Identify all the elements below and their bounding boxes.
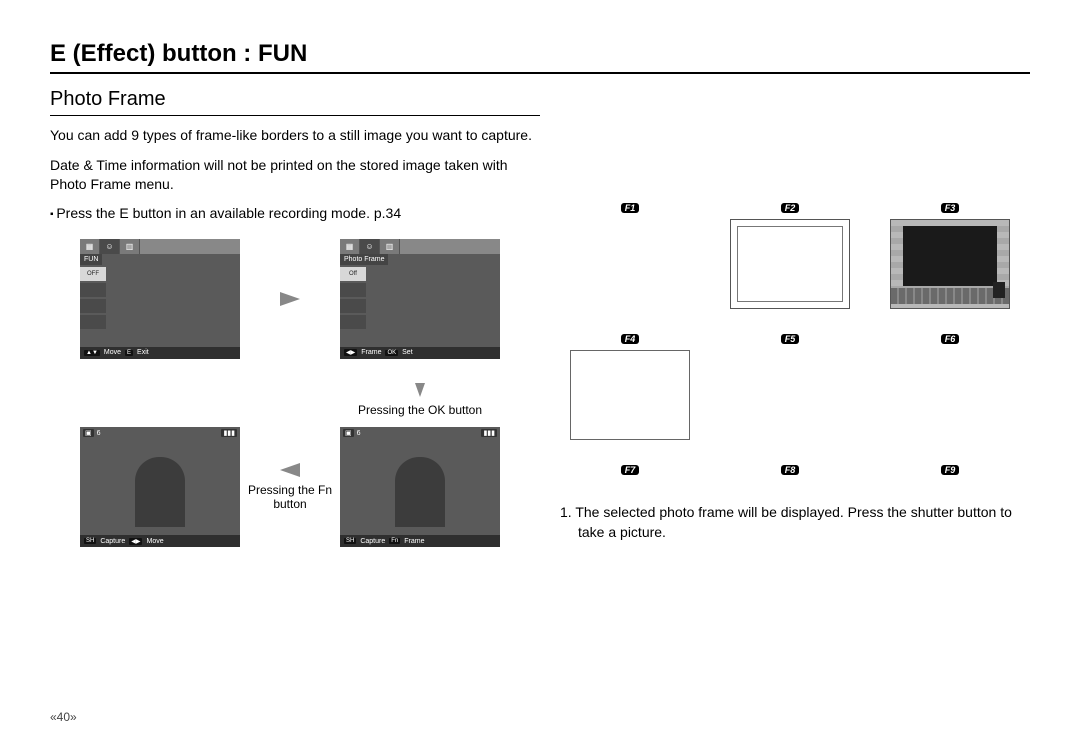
key-hint: ◀▶ [344, 349, 357, 356]
menu-label: Photo Frame [340, 254, 388, 265]
status-bar: ▣ 6 ▮▮▮ [83, 429, 237, 437]
key-label: Frame [361, 349, 381, 356]
lcd-screen-photoframe-menu: ▦ ☺ ▥ Photo Frame Off ◀▶ Frame OK Set [340, 239, 500, 359]
instruction-bullet: Press the E button in an available recor… [50, 205, 540, 221]
key-hint: E [125, 350, 133, 356]
bottom-bar: ◀▶ Frame OK Set [340, 347, 500, 359]
battery-icon: ▮▮▮ [481, 429, 497, 437]
key-label: Move [146, 538, 163, 545]
arrow-down-icon [415, 383, 425, 397]
arrow-down-cell: Pressing the OK button [340, 369, 500, 417]
key-label: Move [104, 349, 121, 356]
frame-note: 1. The selected photo frame will be disp… [560, 503, 1030, 542]
frame-sample-f3: F3 [880, 198, 1020, 309]
lcd-screen-capture-move: ▣ 6 ▮▮▮ SH Capture ◀▶ Move [80, 427, 240, 547]
shots-count: 6 [357, 430, 361, 437]
key-hint: SH [344, 538, 356, 544]
arrow-left-cell: Pressing the Fn button [240, 463, 340, 512]
lcd-screen-fun-menu: ▦ ☺ ▥ FUN OFF ▲▼ Move E Exit [80, 239, 240, 359]
intro-text-2: Date & Time information will not be prin… [50, 156, 540, 195]
frame-label: F6 [941, 334, 960, 344]
preview-door-icon [395, 457, 445, 527]
key-hint: ▲▼ [84, 350, 100, 356]
tab-icon: ▦ [80, 239, 100, 254]
tab-icon: ☺ [360, 239, 380, 254]
frame-label: F3 [941, 203, 960, 213]
menu-list: Off [340, 267, 366, 329]
frame-sample-f9: F9 [880, 460, 1020, 481]
list-item [80, 299, 106, 313]
frame-thumb [570, 350, 690, 440]
shots-count: 6 [97, 430, 101, 437]
list-item [340, 315, 366, 329]
left-column: Photo Frame You can add 9 types of frame… [50, 88, 540, 547]
key-hint: ◀▶ [129, 538, 142, 545]
list-item: Off [340, 267, 366, 281]
mode-icon: ▣ [83, 429, 94, 437]
key-label: Frame [404, 538, 424, 545]
section-title: Photo Frame [50, 88, 540, 116]
tab-icon: ▥ [120, 239, 140, 254]
frames-grid: F1 F2 F3 F4 F5 F6 F [560, 198, 1030, 481]
frame-sample-f5: F5 [720, 329, 860, 440]
key-hint: Fn [389, 538, 400, 544]
key-label: Capture [360, 538, 385, 545]
frame-label: F5 [781, 334, 800, 344]
list-item: OFF [80, 267, 106, 281]
arrow-left-icon [280, 463, 300, 477]
frame-label: F7 [621, 465, 640, 475]
tab-icon: ☺ [100, 239, 120, 254]
list-item [80, 315, 106, 329]
content-columns: Photo Frame You can add 9 types of frame… [50, 88, 1030, 547]
bottom-bar: SH Capture ◀▶ Move [80, 535, 240, 547]
frame-label: F1 [621, 203, 640, 213]
bottom-bar: SH Capture Fn Frame [340, 535, 500, 547]
frame-sample-f1: F1 [560, 198, 700, 309]
lcd-screen-capture-frame: ▣ 6 ▮▮▮ SH Capture Fn Frame [340, 427, 500, 547]
key-hint: SH [84, 538, 96, 544]
tab-icon: ▥ [380, 239, 400, 254]
frame-sample-f2: F2 [720, 198, 860, 309]
key-hint: OK [385, 350, 398, 356]
list-item [340, 299, 366, 313]
right-column: F1 F2 F3 F4 F5 F6 F [560, 88, 1030, 547]
list-item [340, 283, 366, 297]
arrow-caption: Pressing the Fn button [240, 483, 340, 512]
frame-sample-f7: F7 [560, 460, 700, 481]
arrow-caption: Pressing the OK button [340, 403, 500, 417]
page-title: E (Effect) button : FUN [50, 40, 1030, 74]
menu-label: FUN [80, 254, 102, 265]
frame-label: F8 [781, 465, 800, 475]
frame-thumb [890, 219, 1010, 309]
screens-grid: ▦ ☺ ▥ FUN OFF ▲▼ Move E Exit [80, 239, 540, 547]
frame-label: F4 [621, 334, 640, 344]
key-label: Set [402, 349, 413, 356]
frame-sample-f6: F6 [880, 329, 1020, 440]
tab-icon: ▦ [340, 239, 360, 254]
battery-icon: ▮▮▮ [221, 429, 237, 437]
arrow-right-icon [240, 292, 340, 306]
menu-list: OFF [80, 267, 106, 329]
status-bar: ▣ 6 ▮▮▮ [343, 429, 497, 437]
preview-door-icon [135, 457, 185, 527]
frame-thumb [730, 219, 850, 309]
page-number: «40» [50, 710, 77, 724]
mode-icon: ▣ [343, 429, 354, 437]
intro-text-1: You can add 9 types of frame-like border… [50, 126, 540, 146]
key-label: Capture [100, 538, 125, 545]
frame-label: F2 [781, 203, 800, 213]
bottom-bar: ▲▼ Move E Exit [80, 347, 240, 359]
frame-label: F9 [941, 465, 960, 475]
key-label: Exit [137, 349, 149, 356]
frame-sample-f4: F4 [560, 329, 700, 440]
frame-sample-f8: F8 [720, 460, 860, 481]
list-item [80, 283, 106, 297]
